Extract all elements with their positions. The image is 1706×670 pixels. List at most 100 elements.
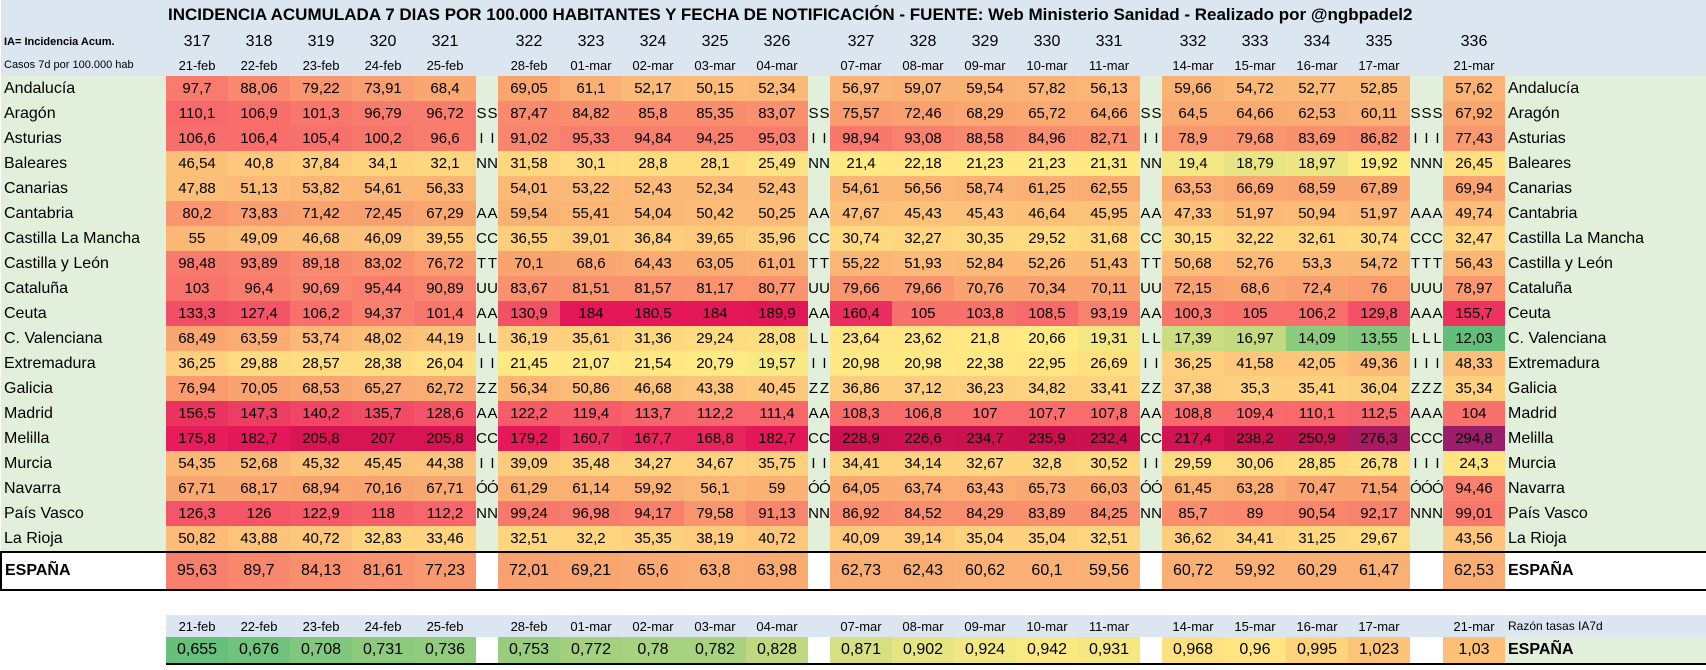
value-cell: 59,66 [1162, 76, 1224, 101]
value-cell: 62,53 [1286, 101, 1348, 126]
value-cell: 70,34 [1016, 276, 1078, 301]
data-row: Asturias 106,6 106,4 105,4 100,2 96,6 I I 91,02 9… [1, 126, 1706, 151]
value-cell: 56,56 [892, 176, 954, 201]
gap [1410, 615, 1421, 637]
gap [487, 615, 498, 637]
value-cell: 70,1 [498, 251, 560, 276]
value-cell: 59,54 [498, 201, 560, 226]
value-cell: 33,46 [414, 526, 476, 552]
gap-letter: N [1140, 151, 1151, 176]
corner [1, 0, 166, 30]
gap-letter: N [1151, 501, 1162, 526]
ratio-date: 02-mar [622, 615, 684, 637]
gap-letter: L [1421, 326, 1432, 351]
gap-letter: I [1140, 126, 1151, 151]
gap-letter: L [808, 326, 819, 351]
value-cell: 105,4 [290, 126, 352, 151]
value-cell: 106,2 [1286, 301, 1348, 326]
value-cell: 25,49 [746, 151, 808, 176]
value-cell: 31,58 [498, 151, 560, 176]
gap-letter [808, 76, 819, 101]
value-cell: 94,37 [352, 301, 414, 326]
ratio-cell: 0,676 [228, 637, 290, 665]
region-name: Ceuta [1, 301, 166, 326]
region-name: Canarias [1, 176, 166, 201]
value-cell: 43,38 [684, 376, 746, 401]
column-date: 10-mar [1016, 54, 1078, 76]
legend-text: Casos 7d por 100.000 hab [4, 59, 134, 71]
gap-letter: C [476, 426, 487, 451]
value-cell: 111,4 [746, 401, 808, 426]
value-cell: 98,94 [830, 126, 892, 151]
value-cell: 29,24 [684, 326, 746, 351]
value-cell: 34,14 [892, 451, 954, 476]
gap-letter: T [487, 251, 498, 276]
value-cell: 234,7 [954, 426, 1016, 451]
value-cell: 46,64 [1016, 201, 1078, 226]
value-cell: 67,92 [1443, 101, 1505, 126]
value-cell: 63,74 [892, 476, 954, 501]
value-cell: 40,09 [830, 526, 892, 552]
value-cell: 53,74 [290, 326, 352, 351]
gap-letter: C [808, 426, 819, 451]
gap [819, 615, 830, 637]
week-number: 331 [1078, 30, 1140, 54]
gap-letter: A [819, 301, 830, 326]
value-cell: 94,46 [1443, 476, 1505, 501]
gap-letter: S [1421, 101, 1432, 126]
value-cell: 35,04 [954, 526, 1016, 552]
gap-letter: A [1410, 201, 1421, 226]
value-cell: 90,54 [1286, 501, 1348, 526]
value-cell: 97,7 [166, 76, 228, 101]
value-cell: 36,04 [1348, 376, 1410, 401]
gap [1151, 54, 1162, 76]
value-cell: 35,96 [746, 226, 808, 251]
value-cell: 87,47 [498, 101, 560, 126]
ratio-cell: 0,931 [1078, 637, 1140, 665]
value-cell: 83,69 [1286, 126, 1348, 151]
value-cell: 95,44 [352, 276, 414, 301]
value-cell: 64,43 [622, 251, 684, 276]
column-date: 08-mar [892, 54, 954, 76]
week-number: 318 [228, 30, 290, 54]
title: INCIDENCIA ACUMULADA 7 DIAS POR 100.000 … [166, 0, 1706, 30]
value-cell: 33,41 [1078, 376, 1140, 401]
gap-letter: T [1151, 251, 1162, 276]
value-cell: 52,43 [746, 176, 808, 201]
value-cell: 68,94 [290, 476, 352, 501]
value-cell: 52,68 [228, 451, 290, 476]
data-row: Cantabria 80,2 73,83 71,42 72,45 67,29 A A 59,54… [1, 201, 1706, 226]
gap-letter [808, 526, 819, 552]
value-cell: 79,58 [684, 501, 746, 526]
data-row: Madrid 156,5 147,3 140,2 135,7 128,6 A A 122,2 11… [1, 401, 1706, 426]
gap-letter: S [808, 101, 819, 126]
gap-letter: S [1410, 101, 1421, 126]
value-cell: 23,62 [892, 326, 954, 351]
gap-letter: S [1151, 101, 1162, 126]
value-cell: 101,4 [414, 301, 476, 326]
ratio-cell: 0,655 [166, 637, 228, 665]
column-date: 21-feb [166, 54, 228, 76]
gap-letter [487, 551, 498, 591]
value-cell: 52,34 [746, 76, 808, 101]
value-cell: 83,89 [1016, 501, 1078, 526]
value-cell: 56,33 [414, 176, 476, 201]
value-cell: 36,55 [498, 226, 560, 251]
value-cell: 55,41 [560, 201, 622, 226]
value-cell: 60,1 [1016, 551, 1078, 591]
value-cell: 52,34 [684, 176, 746, 201]
value-cell: 36,19 [498, 326, 560, 351]
ratio-date: 09-mar [954, 615, 1016, 637]
value-cell: 95,63 [166, 551, 228, 591]
value-cell: 94,84 [622, 126, 684, 151]
value-cell: 54,01 [498, 176, 560, 201]
value-cell: 46,54 [166, 151, 228, 176]
value-cell: 59,07 [892, 76, 954, 101]
value-cell: 45,95 [1078, 201, 1140, 226]
blank [1505, 54, 1706, 76]
gap-letter: Z [1140, 376, 1151, 401]
value-cell: 83,02 [352, 251, 414, 276]
value-cell: 79,66 [830, 276, 892, 301]
